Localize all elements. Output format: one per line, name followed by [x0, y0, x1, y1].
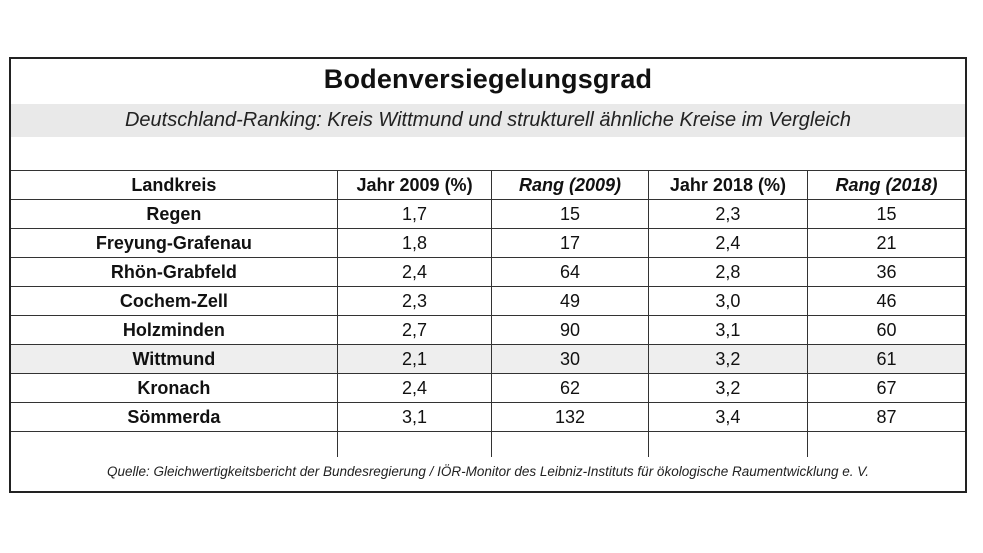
value-cell: 15	[807, 199, 965, 229]
spacer-cell	[491, 431, 649, 457]
column-header-jahr-2018: Jahr 2018 (%)	[647, 170, 808, 200]
source-note: Quelle: Gleichwertigkeitsbericht der Bun…	[106, 464, 870, 479]
landkreis-cell: Cochem-Zell	[11, 286, 338, 316]
value-cell: 3,4	[647, 402, 808, 432]
column-header-landkreis: Landkreis	[11, 170, 338, 200]
table-row: Rhön-Grabfeld 2,4 64 2,8 36	[11, 257, 965, 287]
column-header-rang-2009: Rang (2009)	[491, 170, 649, 200]
value-cell: 2,8	[647, 257, 808, 287]
chart-title: Bodenversiegelungsgrad	[323, 64, 653, 94]
spacer-cell	[647, 431, 808, 457]
table-frame: Bodenversiegelungsgrad Deutschland-Ranki…	[9, 57, 967, 493]
chart-subtitle: Deutschland-Ranking: Kreis Wittmund und …	[11, 104, 965, 137]
value-cell: 61	[807, 344, 965, 374]
value-cell: 30	[491, 344, 649, 374]
table-row: Sömmerda 3,1 132 3,4 87	[11, 402, 965, 432]
value-cell: 132	[491, 402, 649, 432]
value-cell: 17	[491, 228, 649, 258]
column-header-jahr-2009: Jahr 2009 (%)	[336, 170, 492, 200]
value-cell: 67	[807, 373, 965, 403]
value-cell: 90	[491, 315, 649, 345]
value-cell: 2,3	[336, 286, 492, 316]
table-row: Freyung-Grafenau 1,8 17 2,4 21	[11, 228, 965, 258]
table-row: Holzminden 2,7 90 3,1 60	[11, 315, 965, 345]
spacer-row	[11, 431, 965, 457]
data-table: Landkreis Jahr 2009 (%) Rang (2009) Jahr…	[11, 170, 965, 457]
value-cell: 2,4	[336, 257, 492, 287]
value-cell: 3,0	[647, 286, 808, 316]
value-cell: 64	[491, 257, 649, 287]
landkreis-cell: Wittmund	[11, 344, 338, 374]
value-cell: 87	[807, 402, 965, 432]
value-cell: 46	[807, 286, 965, 316]
header-row: Landkreis Jahr 2009 (%) Rang (2009) Jahr…	[11, 170, 965, 200]
spacer-cell	[11, 431, 338, 457]
value-cell: 1,8	[336, 228, 492, 258]
value-cell: 21	[807, 228, 965, 258]
value-cell: 15	[491, 199, 649, 229]
value-cell: 3,2	[647, 344, 808, 374]
value-cell: 2,3	[647, 199, 808, 229]
value-cell: 36	[807, 257, 965, 287]
landkreis-cell: Sömmerda	[11, 402, 338, 432]
value-cell: 3,1	[647, 315, 808, 345]
column-header-rang-2018: Rang (2018)	[807, 170, 965, 200]
table-row: Kronach 2,4 62 3,2 67	[11, 373, 965, 403]
spacer-cell	[336, 431, 492, 457]
value-cell: 62	[491, 373, 649, 403]
value-cell: 3,2	[647, 373, 808, 403]
table-row: Cochem-Zell 2,3 49 3,0 46	[11, 286, 965, 316]
value-cell: 60	[807, 315, 965, 345]
table-row: Wittmund 2,1 30 3,2 61	[11, 344, 965, 374]
table-row: Regen 1,7 15 2,3 15	[11, 199, 965, 229]
value-cell: 2,1	[336, 344, 492, 374]
landkreis-cell: Freyung-Grafenau	[11, 228, 338, 258]
landkreis-cell: Kronach	[11, 373, 338, 403]
landkreis-cell: Rhön-Grabfeld	[11, 257, 338, 287]
value-cell: 2,4	[336, 373, 492, 403]
value-cell: 49	[491, 286, 649, 316]
landkreis-cell: Regen	[11, 199, 338, 229]
landkreis-cell: Holzminden	[11, 315, 338, 345]
value-cell: 2,4	[647, 228, 808, 258]
value-cell: 2,7	[336, 315, 492, 345]
value-cell: 3,1	[336, 402, 492, 432]
value-cell: 1,7	[336, 199, 492, 229]
spacer-cell	[807, 431, 965, 457]
